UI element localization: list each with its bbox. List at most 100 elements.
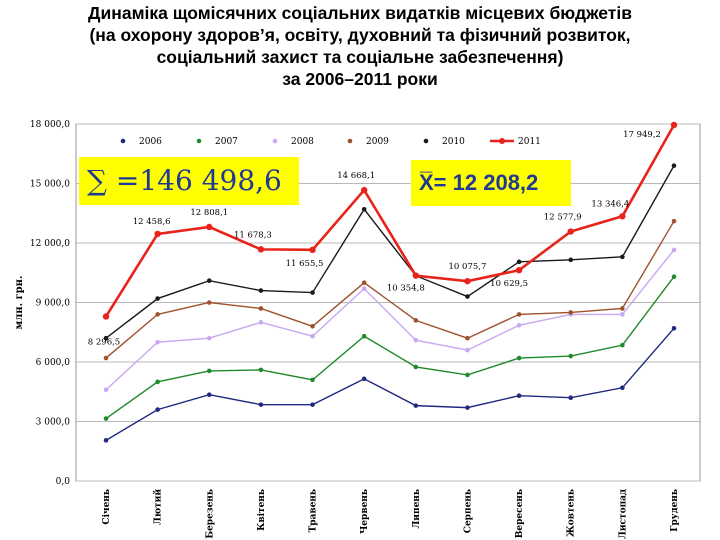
series-point-2011 bbox=[154, 230, 161, 238]
y-tick-label: 18 000,0 bbox=[30, 120, 70, 130]
series-point-2009 bbox=[413, 318, 419, 323]
series-point-2011 bbox=[257, 246, 265, 253]
series-point-2009 bbox=[258, 306, 264, 311]
y-axis-label: млн. грн. bbox=[14, 276, 25, 330]
x-tick-label: Серпень bbox=[463, 489, 473, 533]
series-point-2011 bbox=[515, 266, 523, 274]
y-tick-label: 3 000,0 bbox=[36, 418, 71, 428]
series-point-2010 bbox=[620, 254, 625, 260]
x-tick-label: Червень bbox=[360, 489, 370, 534]
x-tick-label: Січень bbox=[102, 489, 112, 525]
series-point-2009 bbox=[155, 312, 160, 317]
legend-marker-2011 bbox=[499, 138, 505, 144]
series-point-2007 bbox=[413, 364, 419, 370]
series-point-2008 bbox=[258, 320, 264, 325]
series-point-2011 bbox=[619, 213, 626, 220]
legend-marker-2010 bbox=[423, 138, 429, 144]
data-label: 10 629,5 bbox=[490, 279, 528, 289]
series-point-2007 bbox=[103, 416, 109, 421]
series-point-2011 bbox=[206, 223, 213, 231]
series-point-2007 bbox=[671, 274, 677, 280]
series-point-2006 bbox=[516, 393, 522, 399]
series-point-2006 bbox=[568, 395, 574, 401]
series-point-2011 bbox=[412, 272, 420, 279]
series-point-2006 bbox=[206, 392, 212, 398]
series-point-2007 bbox=[206, 368, 212, 374]
series-point-2006 bbox=[671, 325, 677, 331]
series-point-2006 bbox=[155, 407, 160, 412]
series-point-2010 bbox=[361, 206, 367, 212]
series-point-2010 bbox=[258, 288, 264, 293]
series-line-2010 bbox=[105, 165, 675, 339]
series-point-2007 bbox=[516, 355, 522, 361]
data-label: 10 075,7 bbox=[449, 262, 487, 272]
series-point-2006 bbox=[310, 402, 315, 407]
series-point-2008 bbox=[516, 323, 522, 328]
legend-label-2010: 2010 bbox=[442, 137, 465, 147]
series-point-2010 bbox=[206, 278, 212, 283]
legend-marker-2009 bbox=[347, 138, 353, 144]
title-line-1: Динаміка щомісячних соціальних видатків … bbox=[88, 3, 632, 23]
series-point-2006 bbox=[465, 405, 470, 410]
data-label: 10 354,8 bbox=[387, 284, 425, 294]
series-point-2008 bbox=[465, 347, 470, 353]
y-tick-label: 15 000,0 bbox=[30, 180, 70, 190]
series-line-2006 bbox=[105, 327, 675, 441]
series-point-2007 bbox=[310, 377, 315, 383]
y-tick-label: 9 000,0 bbox=[36, 299, 71, 309]
series-point-2009 bbox=[671, 218, 677, 224]
legend-marker-2007 bbox=[196, 138, 202, 144]
x-tick-label: Лютий bbox=[153, 489, 164, 525]
data-label: 8 296,5 bbox=[88, 337, 120, 347]
title-line-4: за 2006–2011 роки bbox=[282, 69, 438, 89]
series-point-2009 bbox=[620, 306, 625, 311]
x-tick-label: Травень bbox=[309, 489, 319, 533]
legend-marker-2008 bbox=[272, 138, 278, 144]
series-point-2010 bbox=[310, 290, 315, 295]
legend-label-2006: 2006 bbox=[139, 137, 162, 147]
x-tick-label: Вересень bbox=[515, 489, 525, 538]
x-tick-label: Березень bbox=[205, 489, 215, 539]
series-point-2011 bbox=[309, 246, 316, 254]
series-point-2007 bbox=[258, 367, 264, 373]
x-tick-label: Грудень bbox=[670, 489, 680, 532]
legend-label-2011: 2011 bbox=[518, 137, 541, 147]
series-point-2009 bbox=[465, 335, 470, 341]
chart-title: Динаміка щомісячних соціальних видатків … bbox=[0, 2, 720, 90]
data-label: 12 458,6 bbox=[133, 217, 171, 227]
legend-label-2007: 2007 bbox=[215, 137, 238, 147]
series-point-2011 bbox=[360, 186, 368, 194]
series-point-2010 bbox=[465, 294, 470, 299]
legend-marker-2006 bbox=[120, 138, 126, 144]
series-point-2011 bbox=[670, 121, 678, 129]
x-tick-label: Квітень bbox=[257, 489, 267, 531]
series-point-2007 bbox=[155, 379, 160, 385]
series-line-2011 bbox=[104, 124, 676, 318]
series-point-2010 bbox=[155, 296, 160, 301]
data-label: 11 678,3 bbox=[234, 230, 272, 240]
x-tick-label: Жовтень bbox=[567, 489, 577, 537]
data-label: 14 668,1 bbox=[337, 171, 375, 181]
data-label: 11 655,5 bbox=[286, 259, 324, 269]
x-tick-label: Листопад bbox=[618, 489, 628, 539]
series-point-2010 bbox=[671, 163, 677, 168]
series-point-2008 bbox=[361, 286, 367, 291]
series-point-2006 bbox=[620, 385, 625, 391]
data-label: 12 808,1 bbox=[190, 208, 228, 218]
series-point-2006 bbox=[413, 403, 419, 408]
series-point-2008 bbox=[620, 312, 625, 317]
y-tick-label: 0,0 bbox=[56, 477, 71, 487]
x-tick-label: Липень bbox=[412, 489, 422, 529]
series-point-2011 bbox=[102, 313, 110, 320]
legend-label-2009: 2009 bbox=[366, 137, 389, 147]
series-point-2009 bbox=[310, 324, 315, 329]
series-line-2007 bbox=[105, 276, 675, 420]
series-point-2008 bbox=[310, 333, 315, 339]
legend-label-2008: 2008 bbox=[291, 137, 314, 147]
series-point-2006 bbox=[258, 402, 264, 407]
series-point-2007 bbox=[620, 342, 625, 348]
series-point-2007 bbox=[465, 372, 470, 378]
series-point-2008 bbox=[206, 335, 212, 341]
y-tick-label: 12 000,0 bbox=[30, 239, 70, 249]
